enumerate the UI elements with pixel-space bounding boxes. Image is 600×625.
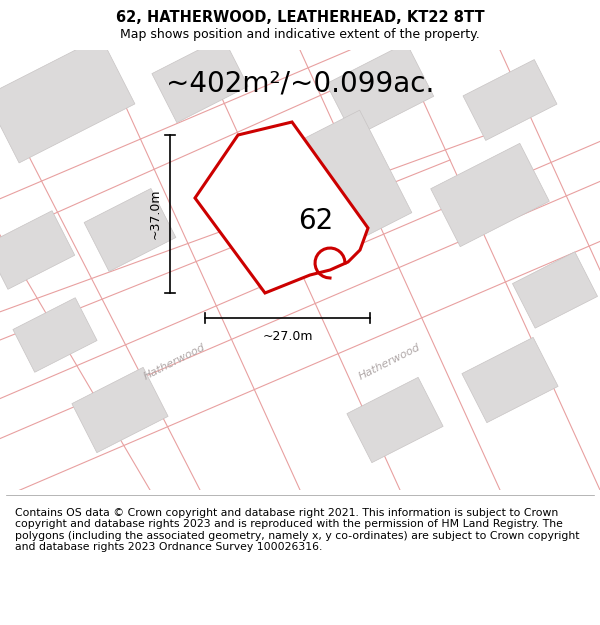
Text: ~27.0m: ~27.0m: [262, 330, 313, 343]
Polygon shape: [463, 59, 557, 141]
Polygon shape: [13, 298, 97, 372]
Polygon shape: [195, 122, 368, 293]
Text: ~402m²/~0.099ac.: ~402m²/~0.099ac.: [166, 69, 434, 97]
Polygon shape: [0, 211, 75, 289]
Polygon shape: [462, 338, 558, 422]
Text: Hatherwood: Hatherwood: [142, 342, 208, 382]
Polygon shape: [347, 378, 443, 462]
Polygon shape: [152, 38, 248, 122]
Text: Hatherwood: Hatherwood: [358, 342, 422, 382]
Polygon shape: [0, 37, 135, 163]
Text: Map shows position and indicative extent of the property.: Map shows position and indicative extent…: [120, 28, 480, 41]
Polygon shape: [72, 368, 168, 452]
Polygon shape: [84, 189, 176, 271]
Polygon shape: [431, 143, 550, 247]
Text: 62: 62: [298, 207, 333, 235]
Polygon shape: [512, 252, 598, 328]
Text: 62, HATHERWOOD, LEATHERHEAD, KT22 8TT: 62, HATHERWOOD, LEATHERHEAD, KT22 8TT: [116, 10, 484, 25]
Polygon shape: [326, 43, 434, 137]
Text: ~37.0m: ~37.0m: [149, 189, 162, 239]
Polygon shape: [208, 110, 412, 290]
Text: Contains OS data © Crown copyright and database right 2021. This information is : Contains OS data © Crown copyright and d…: [15, 508, 580, 552]
